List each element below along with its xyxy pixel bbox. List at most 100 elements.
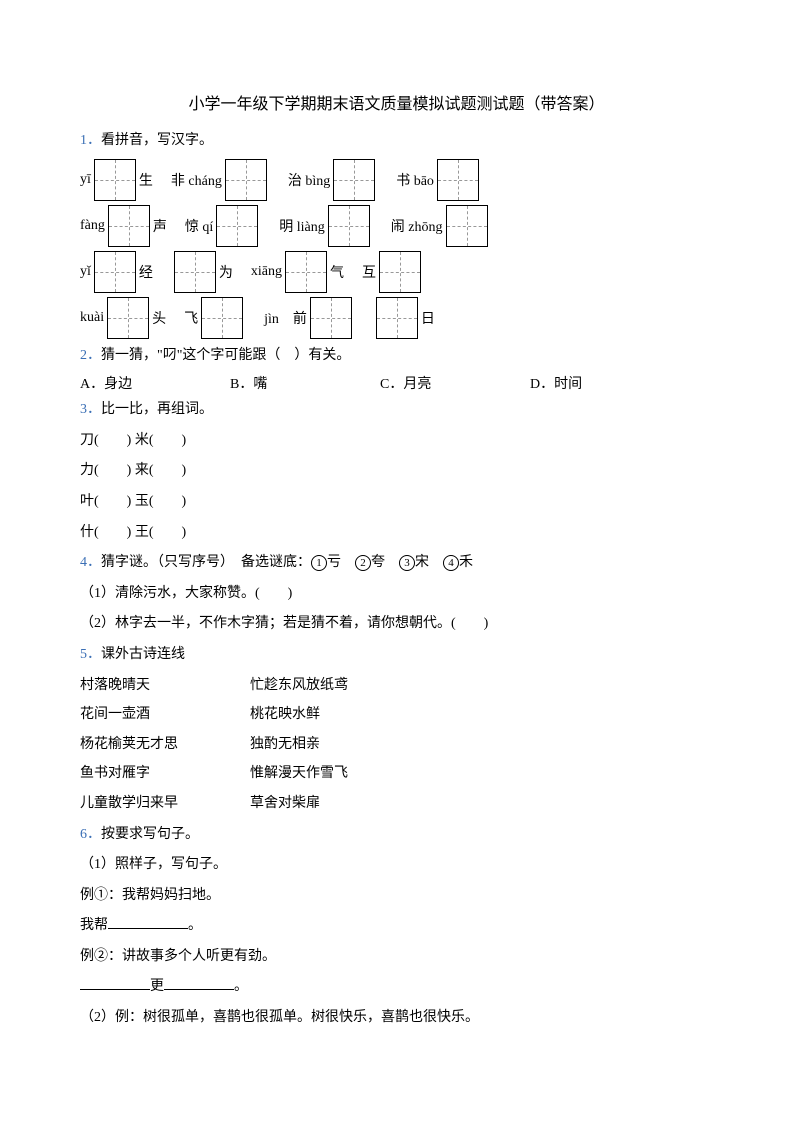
q1-segment: jìn 前 bbox=[264, 297, 355, 339]
q1-segment: xiāng气 bbox=[251, 251, 344, 293]
q1-segment: 为 bbox=[171, 251, 233, 293]
q1-stem: 1．看拼音，写汉字。 bbox=[80, 128, 713, 155]
q5-pairs: 村落晚晴天忙趁东风放纸鸢花间一壶酒桃花映水鲜杨花榆荚无才思独酌无相亲鱼书对雁字惟… bbox=[80, 673, 713, 818]
circled-number-icon: 1 bbox=[311, 555, 327, 571]
q4-text: 猜字谜。（只写序号） 备选谜底： bbox=[101, 555, 311, 570]
q1-row: kuài头飞 jìn 前 日 bbox=[80, 297, 713, 339]
match-right[interactable]: 惟解漫天作雪飞 bbox=[250, 761, 348, 788]
choice-char: 亏 bbox=[327, 555, 355, 570]
pinyin-label: 惊 qí bbox=[185, 216, 213, 236]
q6-ex2b-post: 。 bbox=[234, 979, 248, 994]
tianzige-box[interactable] bbox=[333, 159, 375, 201]
q1-row: yǐ经为xiāng气互 bbox=[80, 251, 713, 293]
match-row: 花间一壶酒桃花映水鲜 bbox=[80, 702, 713, 729]
q6-text: 按要求写句子。 bbox=[101, 827, 199, 842]
circled-number-icon: 2 bbox=[355, 555, 371, 571]
tianzige-box[interactable] bbox=[379, 251, 421, 293]
q4-stem: 4．猜字谜。（只写序号） 备选谜底：1亏 2夸 3宋 4禾 bbox=[80, 550, 713, 577]
q1-segment: 飞 bbox=[184, 297, 246, 339]
choice-char: 夸 bbox=[371, 555, 399, 570]
pinyin-label: fàng bbox=[80, 218, 105, 234]
q6-stem: 6．按要求写句子。 bbox=[80, 822, 713, 849]
tianzige-box[interactable] bbox=[328, 205, 370, 247]
pinyin-label: jìn 前 bbox=[264, 308, 307, 328]
tianzige-box[interactable] bbox=[108, 205, 150, 247]
pinyin-label: yǐ bbox=[80, 264, 91, 280]
tianzige-box[interactable] bbox=[310, 297, 352, 339]
match-left[interactable]: 花间一壶酒 bbox=[80, 702, 250, 729]
q1-segment: 非 cháng bbox=[171, 159, 270, 201]
q2-number: 2． bbox=[80, 348, 101, 363]
q6-ex2b-mid: 更 bbox=[150, 979, 164, 994]
match-left[interactable]: 鱼书对雁字 bbox=[80, 761, 250, 788]
hanzi-label: 气 bbox=[330, 262, 344, 282]
q1-segment: 书 bāo bbox=[396, 159, 482, 201]
page-title: 小学一年级下学期期末语文质量模拟试题测试题（带答案） bbox=[80, 90, 713, 114]
q6-ex2a: 例②：讲故事多个人听更有劲。 bbox=[80, 944, 713, 971]
pinyin-label: 明 liàng bbox=[279, 216, 325, 236]
q6-p1: （1）照样子，写句子。 bbox=[80, 852, 713, 879]
q4-number: 4． bbox=[80, 555, 101, 570]
q1-segment: kuài头 bbox=[80, 297, 166, 339]
q1-segment: 闹 zhōng bbox=[391, 205, 491, 247]
pinyin-label: 非 cháng bbox=[171, 170, 222, 190]
q4-choices: 1亏 2夸 3宋 4禾 bbox=[311, 555, 487, 570]
circled-number-icon: 4 bbox=[443, 555, 459, 571]
blank-field[interactable] bbox=[108, 915, 188, 929]
tianzige-box[interactable] bbox=[94, 159, 136, 201]
match-right[interactable]: 桃花映水鲜 bbox=[250, 702, 320, 729]
q4-subline: （1）清除污水，大家称赞。( ) bbox=[80, 581, 713, 608]
hanzi-label: 为 bbox=[219, 262, 233, 282]
q2-options: A．身边B．嘴C．月亮D．时间 bbox=[80, 373, 713, 393]
option[interactable]: D．时间 bbox=[530, 373, 680, 393]
q2-stem: 2．猜一猜，"叼"这个字可能跟（ ）有关。 bbox=[80, 343, 713, 370]
blank-field[interactable] bbox=[80, 976, 150, 990]
q3-line: 刀( ) 米( ) bbox=[80, 428, 713, 455]
match-right[interactable]: 忙趁东风放纸鸢 bbox=[250, 673, 348, 700]
hanzi-label: 声 bbox=[153, 216, 167, 236]
option[interactable]: C．月亮 bbox=[380, 373, 530, 393]
match-left[interactable]: 杨花榆荚无才思 bbox=[80, 732, 250, 759]
tianzige-box[interactable] bbox=[285, 251, 327, 293]
match-right[interactable]: 独酌无相亲 bbox=[250, 732, 320, 759]
q5-stem: 5．课外古诗连线 bbox=[80, 642, 713, 669]
tianzige-box[interactable] bbox=[216, 205, 258, 247]
q3-line: 叶( ) 玉( ) bbox=[80, 489, 713, 516]
hanzi-label: 经 bbox=[139, 262, 153, 282]
pinyin-label: 飞 bbox=[184, 308, 198, 328]
blank-field[interactable] bbox=[164, 976, 234, 990]
option[interactable]: B．嘴 bbox=[230, 373, 380, 393]
tianzige-box[interactable] bbox=[107, 297, 149, 339]
match-row: 鱼书对雁字惟解漫天作雪飞 bbox=[80, 761, 713, 788]
q1-rows: yī生非 cháng治 bìng书 bāofàng声惊 qí明 liàng闹 z… bbox=[80, 159, 713, 339]
pinyin-label: 治 bìng bbox=[288, 170, 330, 190]
option[interactable]: A．身边 bbox=[80, 373, 230, 393]
q3-line: 什( ) 王( ) bbox=[80, 520, 713, 547]
q6-ex1b-post: 。 bbox=[188, 918, 202, 933]
pinyin-label: kuài bbox=[80, 310, 104, 326]
tianzige-box[interactable] bbox=[174, 251, 216, 293]
match-row: 村落晚晴天忙趁东风放纸鸢 bbox=[80, 673, 713, 700]
q6-p2: （2）例：树很孤单，喜鹊也很孤单。树很快乐，喜鹊也很快乐。 bbox=[80, 1005, 713, 1032]
page: 小学一年级下学期期末语文质量模拟试题测试题（带答案） 1．看拼音，写汉字。 yī… bbox=[0, 0, 793, 1076]
tianzige-box[interactable] bbox=[376, 297, 418, 339]
pinyin-label: 闹 zhōng bbox=[391, 216, 443, 236]
tianzige-box[interactable] bbox=[94, 251, 136, 293]
choice-char: 禾 bbox=[459, 555, 487, 570]
tianzige-box[interactable] bbox=[446, 205, 488, 247]
match-left[interactable]: 儿童散学归来早 bbox=[80, 791, 250, 818]
pinyin-label: 书 bāo bbox=[396, 170, 434, 190]
match-row: 儿童散学归来早草舍对柴扉 bbox=[80, 791, 713, 818]
match-left[interactable]: 村落晚晴天 bbox=[80, 673, 250, 700]
match-right[interactable]: 草舍对柴扉 bbox=[250, 791, 320, 818]
tianzige-box[interactable] bbox=[437, 159, 479, 201]
pinyin-label: yī bbox=[80, 172, 91, 188]
q2-text: 猜一猜，"叼"这个字可能跟（ ）有关。 bbox=[101, 348, 350, 363]
tianzige-box[interactable] bbox=[225, 159, 267, 201]
q6-number: 6． bbox=[80, 827, 101, 842]
tianzige-box[interactable] bbox=[201, 297, 243, 339]
q1-row: yī生非 cháng治 bìng书 bāo bbox=[80, 159, 713, 201]
hanzi-label: 日 bbox=[421, 308, 435, 328]
q1-segment: yǐ 经 bbox=[80, 251, 153, 293]
q3-text: 比一比，再组词。 bbox=[101, 402, 213, 417]
